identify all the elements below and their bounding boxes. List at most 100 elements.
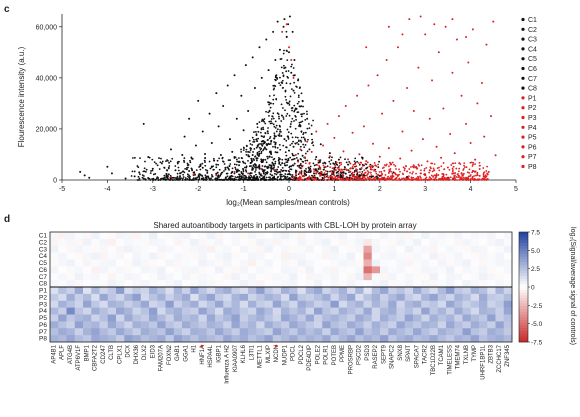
heatmap-cell	[223, 287, 232, 295]
scatter-point-patient	[464, 166, 466, 169]
scatter-point-patient	[471, 171, 474, 174]
scatter-point-control	[221, 156, 224, 159]
heatmap-cell	[404, 335, 414, 343]
heatmap-cell	[314, 252, 323, 260]
heatmap-cell	[487, 328, 496, 336]
scatter-point-patient	[433, 174, 436, 177]
heatmap-cell	[446, 259, 455, 267]
heatmap-cell	[190, 328, 199, 336]
scatter-point-control	[269, 106, 272, 109]
scatter-point-control	[247, 160, 249, 162]
heatmap-cell	[58, 314, 67, 322]
heatmap-cell	[173, 307, 183, 315]
heatmap-row-label: P6	[39, 322, 47, 329]
heatmap-cell	[347, 245, 356, 253]
scatter-point-patient	[467, 175, 470, 178]
scatter-point-control	[251, 56, 254, 59]
heatmap-cell	[206, 232, 216, 240]
scatter-point-control	[252, 140, 255, 143]
scatter-point-patient	[462, 176, 465, 179]
heatmap-cell	[363, 232, 373, 240]
scatter-point-control	[167, 178, 169, 180]
scatter-point-patient	[329, 175, 332, 178]
scatter-point-patient	[323, 172, 326, 174]
heatmap-cell	[206, 314, 216, 322]
scatter-point-control	[258, 176, 261, 178]
scatter-point-patient	[333, 179, 336, 181]
heatmap-cell	[388, 314, 397, 322]
scatter-point-control	[244, 166, 246, 169]
scatter-point-patient	[387, 147, 390, 150]
scatter-point-patient	[354, 179, 357, 181]
heatmap-cell	[305, 335, 315, 343]
scatter-point-control	[302, 160, 305, 163]
heatmap-cell	[91, 335, 100, 343]
scatter-point-control	[152, 177, 155, 180]
scatter-point-patient	[413, 165, 416, 168]
scatter-point-patient	[334, 175, 337, 178]
colorbar-segment	[519, 317, 528, 321]
heatmap-column-label: ATP6V1F	[76, 345, 82, 371]
scatter-point-control	[323, 168, 325, 171]
heatmap-cell	[182, 266, 191, 274]
scatter-point-control	[249, 147, 252, 150]
heatmap-cell	[107, 245, 117, 253]
scatter-point-control	[304, 159, 307, 162]
heatmap-column-label: APLF	[60, 345, 66, 360]
scatter-point-control	[287, 70, 290, 72]
scatter-point-patient	[373, 162, 376, 164]
scatter-point-control	[304, 118, 307, 121]
scatter-point-control	[131, 170, 134, 173]
heatmap-cell	[83, 245, 92, 253]
scatter-point-patient	[440, 156, 443, 159]
heatmap-cell	[215, 293, 224, 302]
heatmap-cell	[305, 293, 315, 302]
heatmap-cell	[140, 293, 150, 302]
heatmap-cell	[347, 335, 356, 343]
colorbar-segment	[519, 322, 528, 326]
scatter-point-patient	[417, 175, 419, 178]
heatmap-cell	[149, 287, 158, 295]
heatmap-cell	[173, 314, 183, 322]
heatmap-cell	[149, 328, 158, 336]
scatter-point-control	[181, 153, 184, 156]
heatmap-column-label: TCAM1	[439, 344, 445, 365]
scatter-point-control	[282, 118, 285, 120]
heatmap-cell	[231, 252, 241, 260]
heatmap-cell	[91, 300, 100, 308]
scatter-point-control	[308, 169, 311, 172]
heatmap-cell	[404, 259, 414, 267]
scatter-point-control	[234, 168, 237, 171]
scatter-point-patient	[430, 174, 433, 177]
heatmap-cell	[256, 328, 265, 336]
heatmap-cell	[165, 232, 175, 240]
heatmap-cell	[470, 259, 480, 267]
scatter-point-control	[300, 121, 302, 124]
scatter-point-control	[252, 138, 255, 141]
scatter-point-control	[256, 140, 259, 143]
heatmap-cell	[330, 335, 340, 343]
scatter-point-patient	[472, 169, 475, 172]
scatter-point-patient	[405, 165, 408, 168]
heatmap-cell	[124, 335, 133, 343]
scatter-point-control	[235, 117, 238, 120]
scatter-point-control	[247, 110, 250, 113]
heatmap-cell	[272, 293, 282, 302]
heatmap-column-label: PPME	[340, 345, 346, 362]
scatter-point-control	[272, 123, 275, 126]
heatmap-cell	[355, 266, 364, 274]
scatter-point-control	[222, 160, 225, 163]
scatter-point-control	[240, 171, 243, 173]
scatter-point-control	[288, 149, 290, 152]
scatter-point-patient	[390, 170, 392, 173]
scatter-point-control	[258, 152, 261, 155]
scatter-point-patient	[319, 174, 322, 177]
scatter-point-patient	[215, 174, 218, 177]
heatmap-cell	[371, 280, 381, 288]
heatmap-cell	[371, 232, 381, 240]
scatter-point-patient	[438, 177, 441, 180]
heatmap-cell	[239, 259, 249, 267]
heatmap-cell	[446, 321, 455, 329]
scatter-point-control	[222, 104, 225, 107]
